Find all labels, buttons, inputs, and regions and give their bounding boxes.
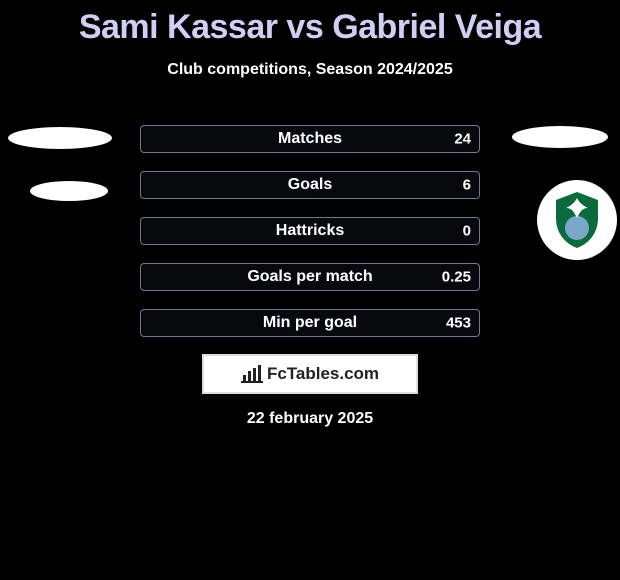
bar-label: Goals per match bbox=[247, 268, 372, 286]
bar-label: Hattricks bbox=[276, 222, 344, 240]
bar-hattricks: Hattricks 0 bbox=[140, 217, 480, 245]
bar-goals-per-match: Goals per match 0.25 bbox=[140, 263, 480, 291]
player1-photo-placeholder-2 bbox=[30, 181, 108, 201]
bar-label: Goals bbox=[288, 176, 332, 194]
bar-label: Matches bbox=[278, 130, 342, 148]
bar-goals: Goals 6 bbox=[140, 171, 480, 199]
fctables-label: FcTables.com bbox=[267, 364, 379, 384]
club-badge bbox=[537, 180, 617, 260]
stats-comparison-card: Sami Kassar vs Gabriel Veiga Club compet… bbox=[0, 0, 620, 580]
page-subtitle: Club competitions, Season 2024/2025 bbox=[0, 61, 620, 79]
bar-value: 0 bbox=[463, 223, 471, 240]
shield-icon bbox=[552, 190, 602, 250]
bar-value: 453 bbox=[446, 315, 471, 332]
bar-min-per-goal: Min per goal 453 bbox=[140, 309, 480, 337]
bar-value: 6 bbox=[463, 177, 471, 194]
bar-value: 24 bbox=[454, 131, 471, 148]
player1-photo-placeholder-1 bbox=[8, 127, 112, 149]
barchart-icon bbox=[241, 365, 263, 383]
bar-matches: Matches 24 bbox=[140, 125, 480, 153]
bar-label: Min per goal bbox=[263, 314, 357, 332]
stat-bars: Matches 24 Goals 6 Hattricks 0 Goals per… bbox=[140, 125, 480, 355]
bar-value: 0.25 bbox=[442, 269, 471, 286]
player2-photo-placeholder bbox=[512, 126, 608, 148]
date-label: 22 february 2025 bbox=[247, 410, 373, 428]
page-title: Sami Kassar vs Gabriel Veiga bbox=[0, 0, 620, 47]
fctables-watermark: FcTables.com bbox=[202, 354, 418, 394]
